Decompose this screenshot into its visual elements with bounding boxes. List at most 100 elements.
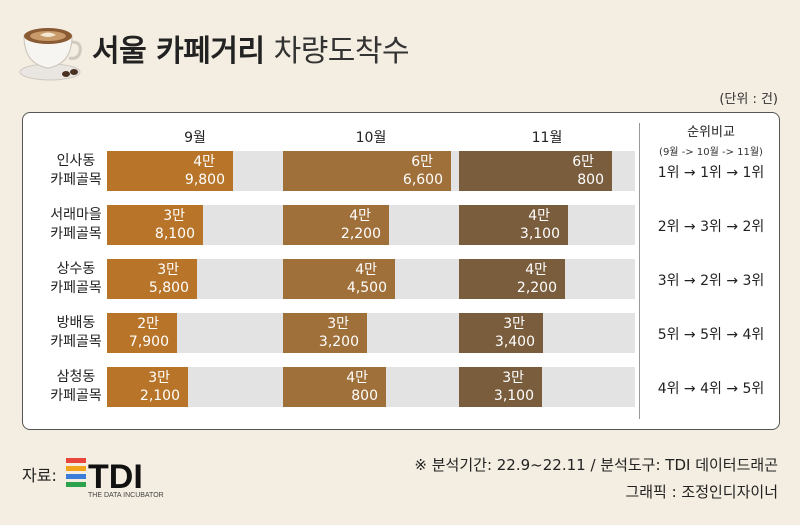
bar: 3만 2,100 [107, 367, 188, 407]
bar-value-label: 6만 800 [572, 153, 604, 189]
row-label-line: 카페골목 [50, 334, 102, 350]
bar-value-label: 6만 6,600 [403, 153, 443, 189]
bar: 3만 3,200 [283, 313, 367, 353]
tdi-logo: TDI THE DATA INCUBATOR [66, 458, 164, 499]
rank-comparison: 1위 → 1위 → 1위 [657, 165, 765, 181]
bar-value-man: 4만 [528, 208, 550, 224]
bar-track: 3만 3,400 [459, 313, 635, 353]
bar: 6만 6,600 [283, 151, 451, 191]
bar-value-label: 4만 800 [346, 369, 378, 405]
bar: 4만 4,500 [283, 259, 395, 299]
bar-value-label: 4만 2,200 [517, 261, 557, 297]
bar-value-rest: 3,400 [494, 334, 535, 350]
row-label-line: 방배동 [56, 315, 96, 331]
bar-value-label: 4만 2,200 [341, 207, 381, 243]
header: 서울 카페거리 차량도착수 [0, 0, 800, 95]
bar-value-label: 3만 3,200 [319, 315, 359, 351]
graphic-credit: 그래픽 : 조정인디자이너 [625, 483, 778, 501]
bar: 3만 5,800 [107, 259, 197, 299]
bar-track: 3만 5,800 [107, 259, 283, 299]
bar-value-label: 3만 5,800 [149, 261, 189, 297]
page-title: 서울 카페거리 차량도착수 [92, 26, 410, 70]
coffee-cup-icon [19, 28, 82, 81]
bar-track: 4만 800 [283, 367, 459, 407]
chart-panel: 9월 10월 11월 순위비교 (9월 -> 10월 -> 11월) 인사동 카페… [22, 112, 780, 430]
bar-track: 4만 2,200 [459, 259, 635, 299]
bar-value-rest: 3,100 [519, 226, 560, 242]
rank-header: 순위비교 (9월 -> 10월 -> 11월) [641, 121, 781, 158]
bar-track: 6만 800 [459, 151, 635, 191]
row-label-line: 카페골목 [50, 280, 102, 296]
bar-value-man: 3만 [148, 370, 170, 386]
col-header-oct: 10월 [355, 130, 387, 146]
col-header-nov: 11월 [531, 130, 563, 146]
bar-value-rest: 8,100 [154, 226, 195, 242]
bar: 4만 2,200 [283, 205, 389, 245]
analysis-period: ※ 분석기간: 22.9~22.11 / 분석도구: TDI 데이터드래곤 [414, 456, 778, 474]
row-label-line: 카페골목 [50, 388, 102, 404]
title-bold: 서울 카페거리 [92, 34, 265, 69]
bar-track: 4만 9,800 [107, 151, 283, 191]
bar-value-label: 3만 2,100 [140, 369, 180, 405]
bar: 2만 7,900 [107, 313, 177, 353]
bar-value-rest: 4,500 [346, 280, 387, 296]
rank-comparison: 3위 → 2위 → 3위 [657, 273, 765, 289]
bar-track: 4만 2,200 [283, 205, 459, 245]
bar-value-rest: 2,200 [340, 226, 381, 242]
bar-value-man: 6만 [572, 154, 594, 170]
source-label: 자료: [22, 466, 57, 485]
bar: 6만 800 [459, 151, 612, 191]
rank-comparison: 4위 → 4위 → 5위 [657, 381, 765, 397]
row-label-line: 상수동 [56, 261, 96, 277]
footer-note: ※ 분석기간: 22.9~22.11 / 분석도구: TDI 데이터드래곤 그래… [414, 452, 778, 506]
svg-text:TDI: TDI [88, 458, 143, 496]
bar-track: 6만 6,600 [283, 151, 459, 191]
row-label-line: 카페골목 [50, 172, 102, 188]
bar-track: 3만 3,100 [459, 367, 635, 407]
bar: 4만 9,800 [107, 151, 233, 191]
bar: 3만 8,100 [107, 205, 203, 245]
bar-value-rest: 800 [351, 388, 378, 404]
row-label: 서래마을 카페골목 [31, 206, 121, 244]
row-label-line: 삼청동 [56, 369, 96, 385]
row-label: 인사동 카페골목 [31, 152, 121, 190]
bar-value-rest: 800 [577, 172, 604, 188]
bar-value-label: 4만 4,500 [347, 261, 387, 297]
title-light: 차량도착수 [273, 34, 410, 69]
bar-value-man: 3만 [502, 370, 524, 386]
bar-track: 2만 7,900 [107, 313, 283, 353]
bar-track: 3만 2,100 [107, 367, 283, 407]
bar: 3만 3,100 [459, 367, 542, 407]
row-label-line: 서래마을 [50, 207, 102, 223]
bar-value-rest: 7,900 [128, 334, 169, 350]
bar: 4만 800 [283, 367, 386, 407]
bar-value-man: 4만 [193, 154, 215, 170]
bar-value-label: 3만 3,400 [495, 315, 535, 351]
bar-value-man: 4만 [355, 262, 377, 278]
bar-track: 4만 4,500 [283, 259, 459, 299]
bar-value-label: 4만 3,100 [520, 207, 560, 243]
bar-value-rest: 5,800 [148, 280, 189, 296]
bar-value-man: 4만 [346, 370, 368, 386]
bar-value-label: 4만 9,800 [185, 153, 225, 189]
bar: 3만 3,400 [459, 313, 543, 353]
bar-value-label: 3만 8,100 [155, 207, 195, 243]
rank-header-title: 순위비교 [687, 125, 735, 140]
col-header-sep: 9월 [184, 130, 206, 146]
bar-value-rest: 3,100 [493, 388, 534, 404]
bar-value-man: 3만 [157, 262, 179, 278]
bar-value-rest: 3,200 [318, 334, 359, 350]
bar-value-rest: 9,800 [184, 172, 225, 188]
bar-value-man: 4만 [525, 262, 547, 278]
bar-track: 4만 3,100 [459, 205, 635, 245]
rank-comparison: 5위 → 5위 → 4위 [657, 327, 765, 343]
svg-text:THE DATA INCUBATOR: THE DATA INCUBATOR [88, 492, 164, 499]
unit-label: (단위 : 건) [719, 92, 778, 107]
rank-comparison: 2위 → 3위 → 2위 [657, 219, 765, 235]
bar: 4만 3,100 [459, 205, 568, 245]
bar-value-rest: 2,200 [516, 280, 557, 296]
bar-value-label: 2만 7,900 [129, 315, 169, 351]
